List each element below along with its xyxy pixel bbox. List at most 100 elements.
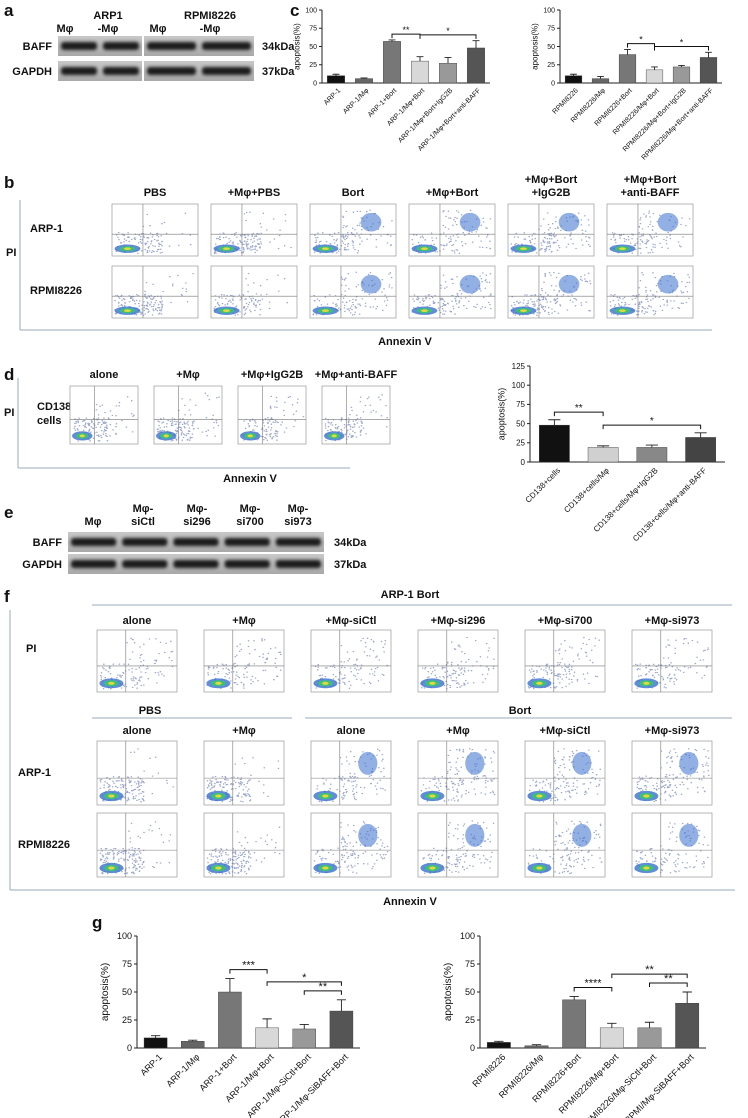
y-tick-label: 50 (309, 44, 317, 51)
flow-plot (507, 265, 595, 319)
flow-density (643, 866, 650, 870)
significance-label: ** (319, 981, 328, 993)
flow-density (679, 751, 699, 775)
y-tick-label: 125 (512, 362, 526, 371)
y-tick-label: 25 (516, 439, 525, 448)
blot-band (275, 538, 321, 546)
column-header: +Mφ+Bort (426, 187, 479, 199)
column-header: alone (337, 725, 366, 737)
column-header: si973 (284, 516, 312, 528)
blot-band (224, 560, 270, 568)
flow-density (536, 681, 543, 685)
blot-background (58, 61, 142, 81)
flow-plot (507, 203, 595, 257)
y-axis-label: apoptosis(%) (100, 963, 111, 1021)
y-tick-label: 100 (460, 931, 475, 941)
flow-plot (210, 265, 298, 319)
group-label: PBS (139, 705, 162, 717)
flow-density (331, 434, 337, 438)
column-header: Mφ (84, 516, 101, 528)
flow-plot (203, 812, 285, 878)
bar (143, 1037, 168, 1049)
column-header: Mφ- (288, 503, 309, 515)
blot-background (144, 36, 254, 56)
blot-band (202, 42, 251, 50)
column-header: siCtl (131, 516, 155, 528)
flow-plot (310, 740, 392, 806)
flow-plot (606, 265, 694, 319)
flow-density (429, 866, 436, 870)
flow-plot (111, 203, 199, 257)
panel-label: g (92, 913, 102, 932)
flow-density (643, 794, 650, 798)
y-tick-label: 75 (516, 400, 525, 409)
panel-d-frame (17, 378, 350, 469)
flow-density (360, 212, 382, 232)
flow-density (558, 212, 580, 232)
column-header: +Mφ+anti-BAFF (315, 369, 398, 381)
column-header: ARP1 (93, 10, 122, 22)
kda-label: 37kDa (334, 559, 367, 571)
flow-plot (203, 629, 285, 693)
error-bar (597, 75, 604, 79)
column-header: si700 (236, 516, 264, 528)
significance-bracket (649, 982, 688, 988)
flow-plot (631, 812, 713, 878)
flow-density (643, 681, 650, 685)
error-bar (597, 445, 610, 448)
column-header: alone (123, 725, 152, 737)
panel-label: c (290, 1, 299, 20)
column-header: +Mφ+IgG2B (241, 369, 303, 381)
column-header: +Mφ-si700 (538, 615, 593, 627)
error-bar (570, 73, 577, 76)
significance-bracket (627, 43, 655, 48)
panel-label: e (4, 503, 13, 522)
y-axis-label: apoptosis(%) (443, 963, 454, 1021)
error-bar (682, 991, 692, 1004)
flow-density (429, 681, 436, 685)
flow-dots (420, 636, 495, 690)
flow-density (108, 681, 115, 685)
bar (591, 78, 610, 84)
error-bar (494, 1040, 504, 1043)
column-header: +Mφ (232, 615, 256, 627)
error-bar (336, 999, 347, 1012)
flow-plot (69, 385, 139, 445)
flow-density (223, 309, 230, 313)
column-header: Mφ (149, 23, 166, 35)
flow-plot (631, 629, 713, 693)
row-label: CD138+ (37, 401, 78, 413)
x-tick-label: RPMI8226 (470, 1052, 507, 1089)
error-bar (225, 978, 235, 992)
y-tick-label: 0 (313, 80, 317, 87)
column-header: +Mφ+PBS (228, 187, 281, 199)
flow-density (465, 751, 485, 775)
row-label: ARP-1 (18, 767, 51, 779)
x-tick-label: CD138+cells/Mφ (562, 466, 611, 515)
column-header: +Mφ+Bort (525, 174, 578, 186)
y-tick-label: 25 (465, 1015, 475, 1025)
y-axis-label: apoptosis(%) (531, 23, 540, 70)
flow-dots (609, 272, 691, 316)
significance-label: * (446, 26, 450, 36)
y-tick-label: 50 (547, 44, 555, 51)
bar (383, 41, 401, 84)
row-label: BAFF (23, 41, 53, 53)
flow-density (558, 274, 580, 294)
flow-density (322, 866, 329, 870)
blot-band (202, 67, 251, 75)
blot-band (61, 67, 97, 75)
bar (672, 66, 691, 84)
error-bar (472, 40, 480, 48)
bar (675, 1003, 700, 1049)
x-tick-label: ARP-1/Mφ+Bort+anti-BAFF (417, 87, 482, 152)
blot-band (71, 538, 117, 546)
error-bar (150, 1035, 161, 1038)
flow-dots (99, 821, 172, 875)
flow-density (679, 823, 699, 847)
error-bar (644, 1021, 655, 1028)
row-label: cells (37, 415, 61, 427)
flow-density (223, 247, 230, 251)
flow-plot (309, 203, 397, 257)
